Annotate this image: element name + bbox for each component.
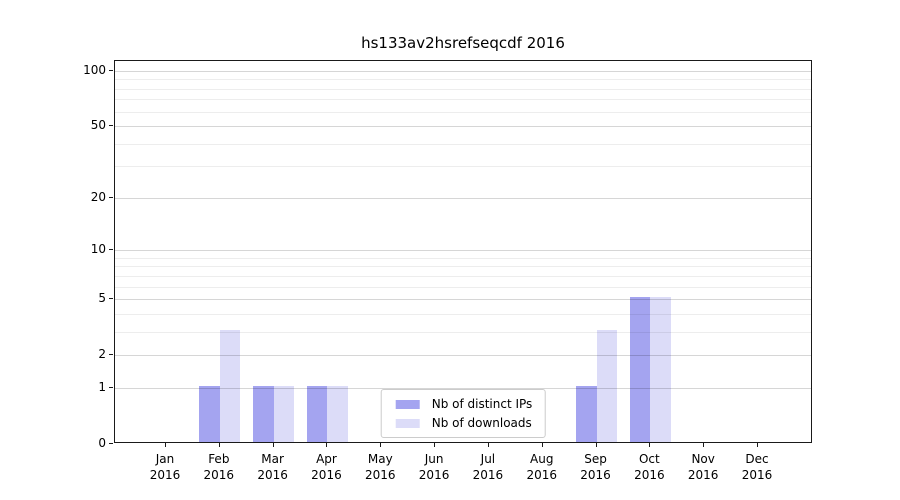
x-tick-label: Apr 2016 [311,452,342,482]
y-tick [109,443,113,444]
plot-area: Nb of distinct IPs Nb of downloads [114,60,812,443]
x-tick-label: Dec 2016 [741,452,773,482]
x-tick-label: Feb 2016 [203,452,235,482]
y-tick [109,298,113,300]
legend-entry-label: Nb of downloads [431,416,532,430]
y-tick-label: 0 [98,436,106,450]
x-tick [434,443,436,447]
bar-nb-of-distinct-ips-mar [253,385,274,442]
y-tick [109,125,113,127]
minor-gridline [115,99,811,101]
x-tick-label: Jul 2016 [472,452,504,482]
y-tick-label: 10 [90,242,106,257]
bar-nb-of-distinct-ips-apr [307,385,328,442]
x-tick [541,443,543,447]
legend-entry-label: Nb of distinct IPs [431,397,533,411]
bar-nb-of-downloads-mar [273,385,295,442]
major-gridline [115,355,811,357]
y-tick [109,196,113,198]
x-tick-label: Oct 2016 [634,452,665,482]
x-tick [649,443,651,447]
chart-title: hs133av2hsrefseqcdf 2016 [361,34,565,52]
x-tick [380,443,382,447]
minor-gridline [115,111,811,113]
minor-gridline [115,257,811,259]
x-tick-label: Aug 2016 [526,452,557,482]
x-tick-label: May 2016 [364,452,396,482]
y-tick [109,354,113,356]
legend-swatch [395,399,420,409]
x-tick-label: Jun 2016 [418,452,450,482]
minor-gridline [115,143,811,145]
y-tick-label: 1 [98,379,106,394]
major-gridline [115,250,811,252]
x-tick [703,443,705,447]
legend-swatch [395,418,420,428]
major-gridline [115,299,811,301]
x-tick [165,443,166,447]
minor-gridline [115,331,811,333]
y-tick-label: 50 [90,118,106,133]
bar-nb-of-downloads-feb [219,329,241,442]
y-tick-label: 20 [90,189,106,204]
bar-nb-of-distinct-ips-sep [576,385,597,442]
bar-nb-of-distinct-ips-oct [629,297,651,442]
y-tick-label: 2 [98,347,106,362]
minor-gridline [115,286,811,288]
minor-gridline [115,266,811,268]
legend-entry: Nb of downloads [392,416,533,430]
y-tick-label: 5 [98,291,106,306]
bar-nb-of-downloads-oct [650,297,671,442]
minor-gridline [115,313,811,315]
x-tick-label: Mar 2016 [257,452,288,482]
x-tick [595,443,597,447]
x-tick-label: Jan 2016 [149,452,181,482]
x-tick [326,443,328,447]
x-tick [272,443,274,447]
major-gridline [115,126,811,128]
major-gridline [115,71,811,72]
minor-gridline [115,166,811,168]
x-tick [487,443,489,447]
minor-gridline [115,275,811,277]
y-tick [109,249,113,251]
minor-gridline [115,88,811,90]
bar-nb-of-downloads-sep [596,329,617,442]
y-tick [109,386,113,388]
x-tick [757,443,758,447]
major-gridline [115,197,811,199]
x-tick-label: Nov 2016 [687,452,719,482]
y-tick-label: 100 [83,63,106,77]
legend: Nb of distinct IPs Nb of downloads [380,389,546,438]
bar-nb-of-downloads-apr [327,385,348,442]
bar-nb-of-distinct-ips-feb [199,385,220,442]
y-tick [109,70,113,71]
major-gridline [115,387,811,389]
legend-entry: Nb of distinct IPs [392,397,533,411]
x-tick [218,443,220,447]
minor-gridline [115,79,811,81]
x-tick-label: Sep 2016 [580,452,611,482]
